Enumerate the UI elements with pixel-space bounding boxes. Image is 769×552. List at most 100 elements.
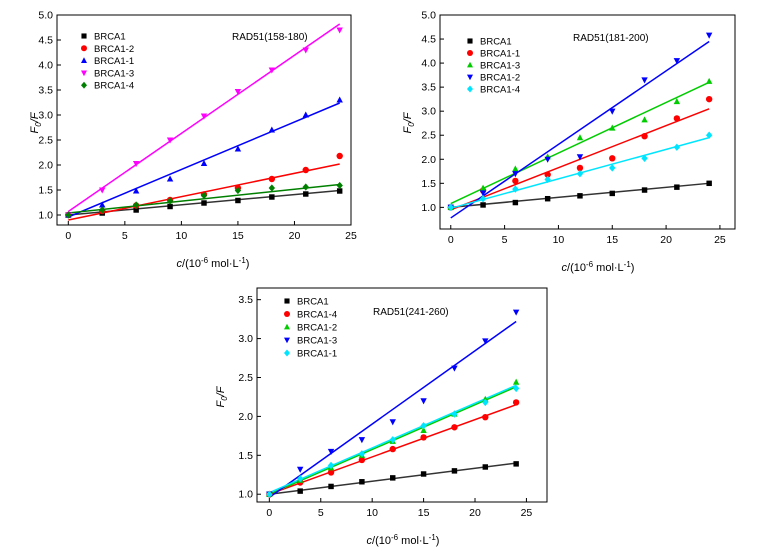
data-point	[420, 426, 427, 433]
data-series	[447, 131, 713, 212]
data-point	[705, 32, 713, 39]
data-point	[132, 187, 140, 194]
data-point	[513, 461, 519, 467]
data-point	[512, 165, 519, 172]
data-point	[420, 471, 427, 477]
legend-marker	[81, 45, 87, 52]
data-point	[544, 195, 551, 202]
data-point	[234, 88, 242, 96]
data-point	[673, 115, 681, 122]
x-tick-label: 5	[318, 507, 324, 519]
data-point	[482, 413, 489, 421]
y-axis-label: F0/F	[215, 385, 229, 407]
legend-marker	[81, 57, 87, 63]
x-tick-label: 25	[714, 234, 726, 246]
y-tick-label: 3.5	[421, 82, 436, 94]
data-point	[609, 124, 616, 131]
data-point	[297, 488, 303, 494]
data-point	[167, 203, 173, 210]
y-tick-label: 2.5	[421, 130, 436, 142]
x-tick-label: 15	[418, 507, 430, 519]
y-tick-label: 5.0	[38, 10, 53, 22]
legend-marker	[284, 298, 290, 304]
data-series	[266, 399, 520, 498]
x-axis-label: c/(10-6 mol·L-1)	[367, 533, 440, 547]
legend-label: BRCA1-2	[297, 323, 337, 334]
data-point	[268, 67, 276, 74]
data-point	[65, 211, 72, 219]
y-tick-label: 4.0	[421, 58, 436, 70]
data-point	[512, 199, 519, 206]
x-axis-label: c/(10-6 mol·L-1)	[177, 256, 250, 270]
legend-label: BRCA1-4	[297, 310, 337, 321]
data-point	[302, 183, 309, 191]
y-tick-label: 3.0	[238, 333, 253, 345]
y-tick-label: 1.0	[421, 202, 436, 214]
data-point	[296, 466, 304, 473]
data-point	[268, 175, 276, 183]
legend-label: BRCA1-2	[480, 73, 520, 84]
data-point	[479, 195, 487, 203]
data-point	[641, 116, 648, 123]
x-tick-label: 25	[345, 230, 357, 242]
data-point	[482, 464, 489, 470]
data-point	[269, 194, 275, 200]
data-point	[706, 180, 712, 187]
legend-marker	[81, 70, 87, 77]
data-point	[336, 181, 343, 190]
fit-line	[450, 40, 710, 219]
y-tick-label: 4.0	[38, 60, 53, 72]
data-point	[336, 188, 343, 194]
data-point	[641, 154, 648, 162]
y-tick-label: 2.0	[421, 154, 436, 166]
data-point	[512, 309, 520, 316]
legend-marker	[467, 85, 473, 93]
y-tick-label: 3.0	[38, 110, 53, 122]
legend-label: BRCA1-3	[480, 61, 520, 72]
legend-marker	[467, 38, 473, 44]
data-point	[512, 378, 520, 385]
data-point	[235, 197, 241, 204]
y-tick-label: 1.0	[38, 210, 53, 222]
chart-panel: 0 5 10 15 20 25 1.0 1.5 2.0 2.5 3.0 3.5 4.0 4.5 5.0 BRC…	[402, 10, 736, 274]
chart-title: RAD51(241-260)	[373, 307, 449, 318]
x-tick-label: 5	[502, 234, 508, 246]
data-point	[327, 448, 335, 455]
legend-label: BRCA1-3	[297, 336, 337, 347]
y-axis-label: F0/F	[402, 111, 416, 133]
x-tick-label: 0	[266, 507, 272, 519]
legend-label: BRCA1	[480, 37, 512, 48]
x-tick-label: 10	[553, 234, 565, 246]
chart-title: RAD51(158-180)	[232, 32, 308, 43]
plot-frame	[56, 14, 352, 226]
legend-label: BRCA1-1	[94, 56, 134, 67]
data-point	[327, 461, 335, 470]
data-point	[268, 126, 276, 133]
data-point	[544, 156, 551, 163]
data-point	[389, 419, 396, 426]
data-point	[200, 191, 208, 200]
legend-label: BRCA1	[297, 297, 329, 308]
chart-panel: 0 5 10 15 20 25 1.0 1.5 2.0 2.5 3.0 3.5 4.0 4.5 5.0 BRC…	[29, 10, 357, 271]
data-point	[479, 184, 487, 191]
data-point	[512, 177, 519, 185]
y-tick-label: 1.5	[238, 450, 253, 462]
data-point	[609, 190, 615, 197]
data-point	[302, 166, 309, 174]
data-point	[482, 338, 489, 345]
chart-panel: 0 5 10 15 20 25 1.0 1.5 2.0 2.5 3.0 3.5 BRCA1 BRCA1-4…	[215, 287, 548, 547]
data-point	[447, 203, 454, 212]
x-tick-label: 15	[232, 230, 244, 242]
y-tick-label: 4.5	[421, 34, 436, 46]
data-point	[99, 201, 106, 208]
data-point	[420, 434, 427, 441]
x-tick-label: 0	[448, 234, 454, 246]
data-point	[512, 399, 520, 406]
y-tick-label: 2.5	[238, 372, 253, 384]
data-point	[544, 171, 551, 178]
legend-marker	[81, 33, 87, 39]
data-point	[609, 164, 616, 172]
data-point	[234, 186, 242, 195]
data-point	[266, 490, 273, 498]
